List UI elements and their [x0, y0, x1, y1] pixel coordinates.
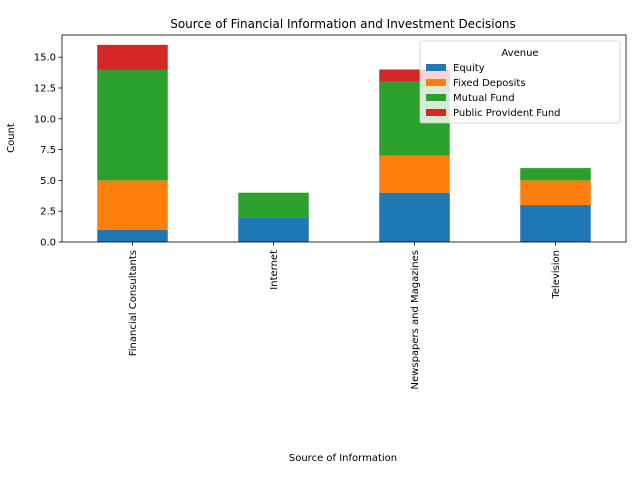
legend-swatch: [426, 109, 446, 116]
x-tick-label: Internet: [269, 250, 280, 290]
legend-label: Equity: [453, 63, 485, 74]
y-tick-label: 12.5: [34, 83, 56, 94]
bar-segment: [97, 180, 168, 230]
bar-segment: [379, 155, 450, 193]
legend-label: Mutual Fund: [453, 93, 515, 104]
x-tick-label: Financial Consultants: [128, 250, 139, 356]
bar-segment: [379, 192, 450, 242]
y-tick-label: 10.0: [34, 114, 56, 125]
bar-segment: [520, 180, 591, 206]
y-tick-label: 5.0: [40, 176, 56, 187]
bar-segment: [238, 192, 309, 218]
legend-swatch: [426, 79, 446, 86]
bar-segment: [97, 69, 168, 181]
legend: Avenue Equity Fixed Deposits Mutual Fund Pub…: [419, 40, 621, 124]
y-axis-label: Count: [6, 123, 17, 153]
x-tick-label: Television: [551, 250, 562, 300]
bar-segment: [97, 44, 168, 70]
legend-box: [419, 40, 621, 124]
plot-frame: [61, 34, 627, 243]
y-tick-label: 0.0: [40, 238, 56, 249]
bar-segment: [520, 168, 591, 181]
bar-segment: [238, 217, 309, 242]
legend-swatch: [426, 94, 446, 101]
y-tick-label: 15.0: [34, 53, 56, 64]
legend-label: Public Provident Fund: [453, 108, 561, 119]
bar-segment: [97, 229, 168, 242]
bar-segment: [520, 205, 591, 242]
y-tick-label: 2.5: [40, 207, 56, 218]
chart-title: Source of Financial Information and Inve…: [170, 17, 516, 31]
y-axis: 0.0 2.5 5.0 7.5 10.0 12.5 15.0: [34, 53, 62, 249]
legend-label: Fixed Deposits: [453, 78, 526, 89]
x-axis: Financial Consultants Internet Newspapers …: [128, 242, 562, 389]
y-tick-label: 7.5: [40, 145, 56, 156]
legend-title: Avenue: [501, 48, 538, 59]
legend-swatch: [426, 64, 446, 71]
bars-group: [97, 44, 591, 242]
x-axis-label: Source of Information: [289, 453, 397, 464]
x-tick-label: Newspapers and Magazines: [410, 250, 421, 389]
